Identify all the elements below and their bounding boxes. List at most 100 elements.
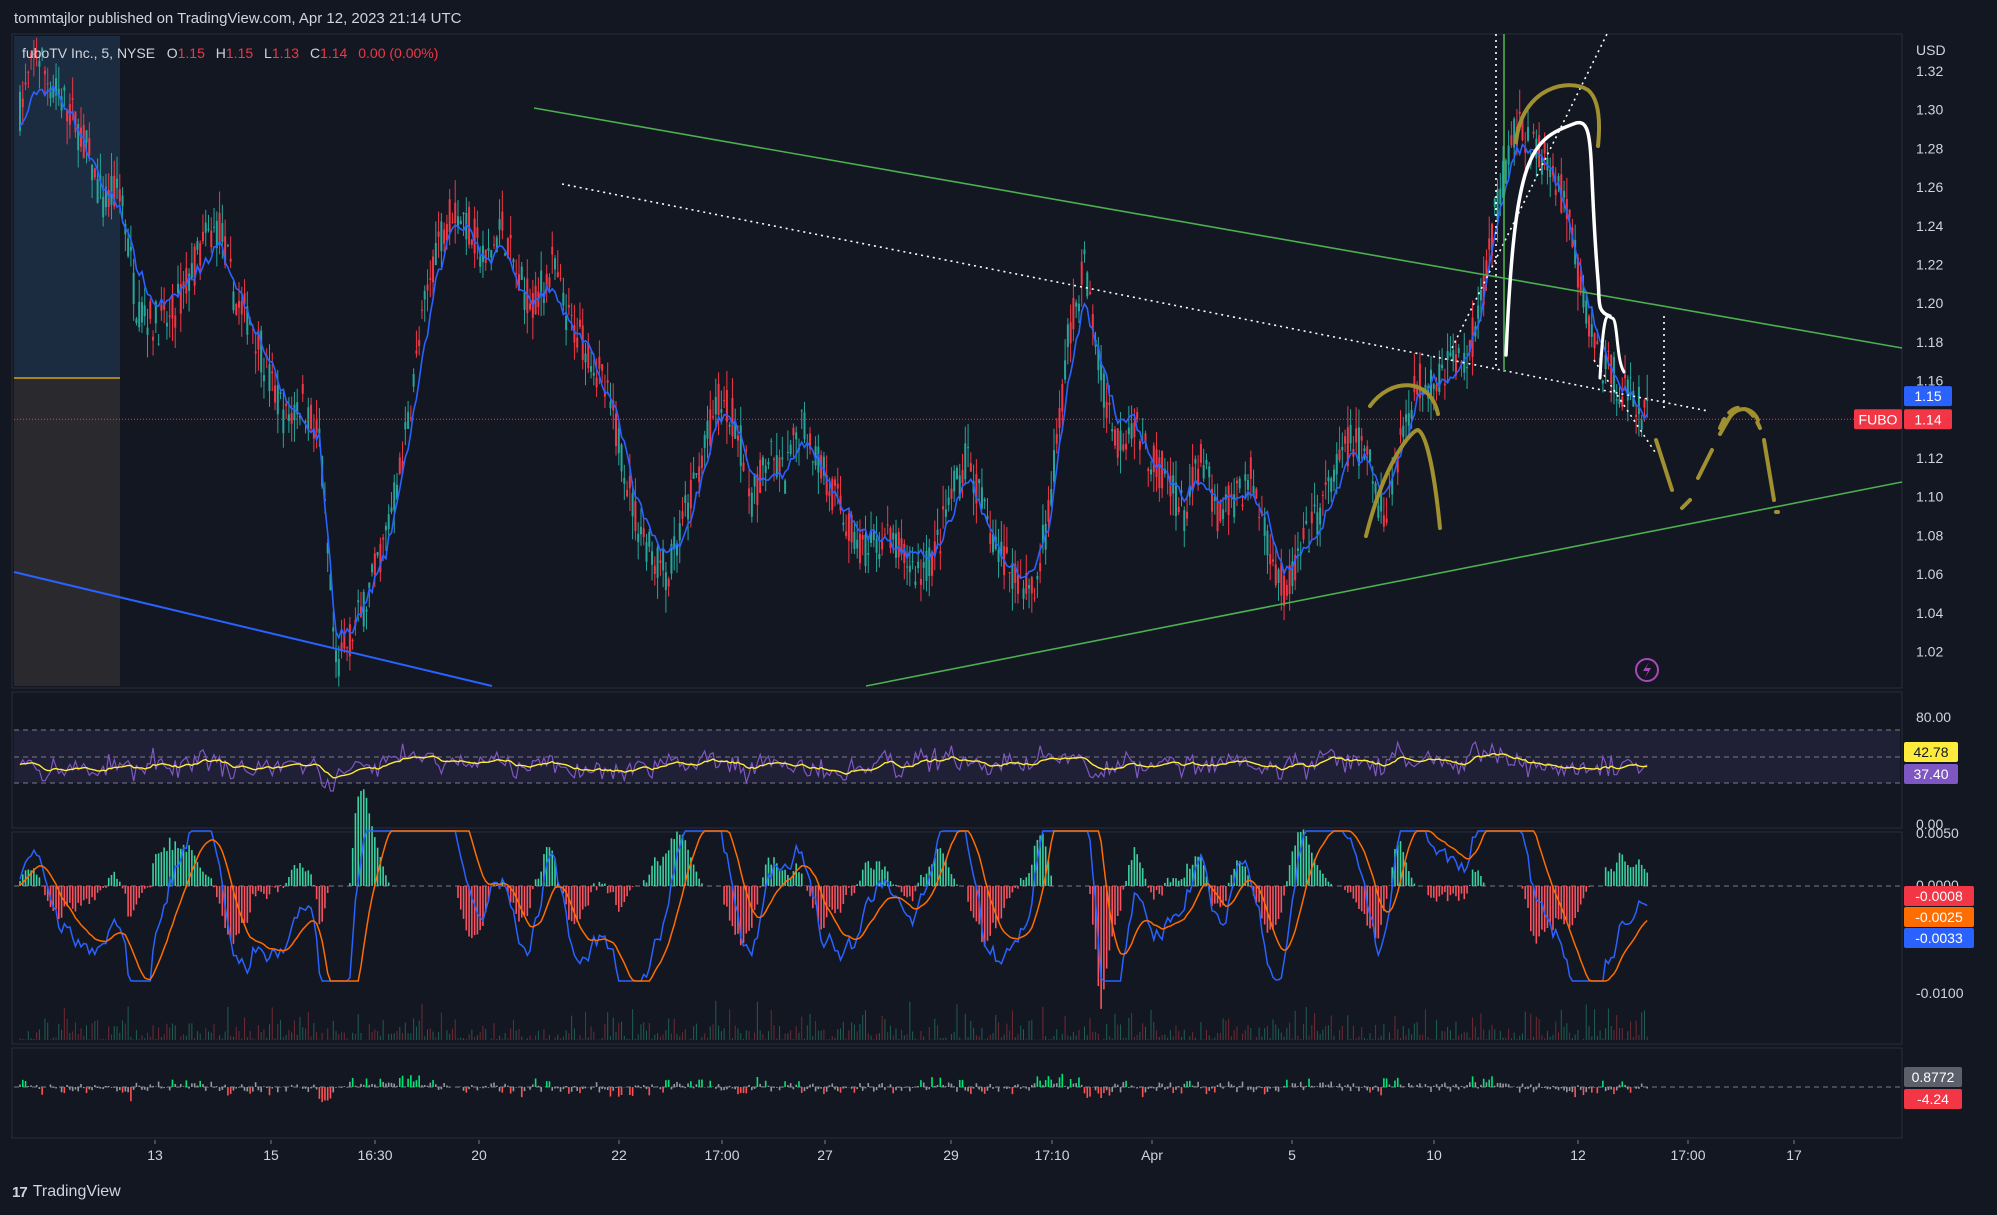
candle-body: [1479, 290, 1482, 301]
y-tick-label: 1.30: [1916, 102, 1943, 118]
candle-body: [603, 391, 606, 397]
x-tick-label: 12: [1570, 1147, 1586, 1163]
candle-body: [146, 327, 149, 335]
candle-body: [479, 256, 482, 267]
candle-body: [434, 242, 437, 265]
candle-body: [911, 561, 914, 563]
candle-body: [712, 416, 715, 418]
candle-body: [470, 239, 473, 245]
dotted-fall-line: [1593, 359, 1656, 453]
candle-body: [1643, 399, 1646, 408]
candle-body: [55, 78, 58, 96]
candle-body: [218, 212, 221, 243]
candle-body: [698, 466, 701, 483]
candle-body: [343, 632, 346, 649]
candle-body: [983, 499, 986, 502]
candle-body: [903, 544, 906, 563]
flash-icon-bolt: [1643, 662, 1651, 678]
candle-body: [1438, 363, 1441, 392]
candle-body: [1083, 249, 1086, 255]
candle-body: [1055, 433, 1058, 444]
candle-body: [1490, 223, 1493, 256]
candle-body: [914, 581, 917, 585]
candle-body: [967, 447, 970, 449]
rsi-tick-label: 0.00: [1916, 816, 1943, 832]
candle-body: [1579, 276, 1582, 291]
candle-body: [1518, 111, 1521, 114]
candle-body: [1399, 427, 1402, 435]
price-group: [14, 37, 1900, 687]
candle-body: [1624, 374, 1627, 379]
x-tick-label: 17: [1786, 1147, 1802, 1163]
candle-body: [720, 409, 723, 413]
candle-body: [1169, 475, 1172, 497]
candle-body: [1380, 485, 1383, 512]
drawings-group[interactable]: [13, 33, 1903, 687]
white-path-annotation: [1504, 120, 1612, 357]
candle-body: [149, 301, 152, 319]
candle-body: [864, 534, 867, 567]
candle-body: [1485, 260, 1488, 283]
candle-body: [800, 410, 803, 412]
candle-body: [296, 402, 299, 415]
candle-body: [670, 543, 673, 574]
candle-body: [85, 130, 88, 143]
candle-body: [1532, 131, 1535, 134]
candle-body: [1493, 198, 1496, 207]
candle-body: [1410, 409, 1413, 419]
candle-body: [1080, 261, 1083, 285]
candle-body: [1416, 384, 1419, 395]
candle-body: [498, 219, 501, 230]
candle-body: [1435, 384, 1438, 392]
candle-body: [57, 88, 60, 97]
candle-body: [1366, 446, 1369, 455]
candle-body: [512, 259, 515, 263]
candle-body: [520, 266, 523, 280]
candle-body: [1385, 518, 1388, 523]
candle-body: [1077, 303, 1080, 312]
candle-body: [274, 385, 277, 403]
candle-body: [407, 411, 410, 429]
candle-body: [290, 412, 293, 424]
price-pane[interactable]: [11, 33, 1903, 689]
candle-body: [1247, 480, 1250, 490]
candle-body: [867, 552, 870, 555]
tradingview-logo-icon: 17: [12, 1183, 28, 1201]
candle-body: [969, 463, 972, 472]
candle-body: [196, 241, 199, 250]
candle-body: [379, 544, 382, 573]
candle-body: [792, 427, 795, 436]
candle-body: [1407, 413, 1410, 426]
candle-body: [1346, 427, 1349, 467]
candle-body: [1324, 482, 1327, 485]
candle-body: [515, 273, 518, 275]
x-tick-label: 17:00: [1670, 1147, 1705, 1163]
candle-body: [1127, 427, 1130, 435]
candle-body: [185, 267, 188, 294]
tradingview-footer[interactable]: 17 TradingView: [12, 1183, 121, 1201]
candle-body: [476, 227, 479, 238]
candle-body: [32, 53, 35, 56]
candle-body: [1180, 490, 1183, 493]
candle-body: [160, 304, 163, 311]
candle-body: [71, 98, 74, 100]
candle-body: [96, 179, 99, 203]
candle-body: [1288, 565, 1291, 595]
candle-body: [232, 291, 235, 311]
candle-body: [540, 270, 543, 294]
candle-body: [1296, 548, 1299, 551]
candle-body: [204, 222, 207, 233]
flash-icon[interactable]: [1635, 658, 1659, 682]
candle-body: [454, 202, 457, 224]
candle-body: [953, 470, 956, 492]
candle-body: [1016, 574, 1019, 594]
oscillator-pane[interactable]: [11, 1047, 1903, 1139]
candle-body: [1108, 402, 1111, 405]
candle-body: [1374, 483, 1377, 494]
candle-body: [340, 642, 343, 652]
candle-body: [628, 475, 631, 489]
candle-body: [1593, 333, 1596, 349]
rsi-pane[interactable]: [11, 691, 1903, 829]
candle-body: [678, 523, 681, 541]
